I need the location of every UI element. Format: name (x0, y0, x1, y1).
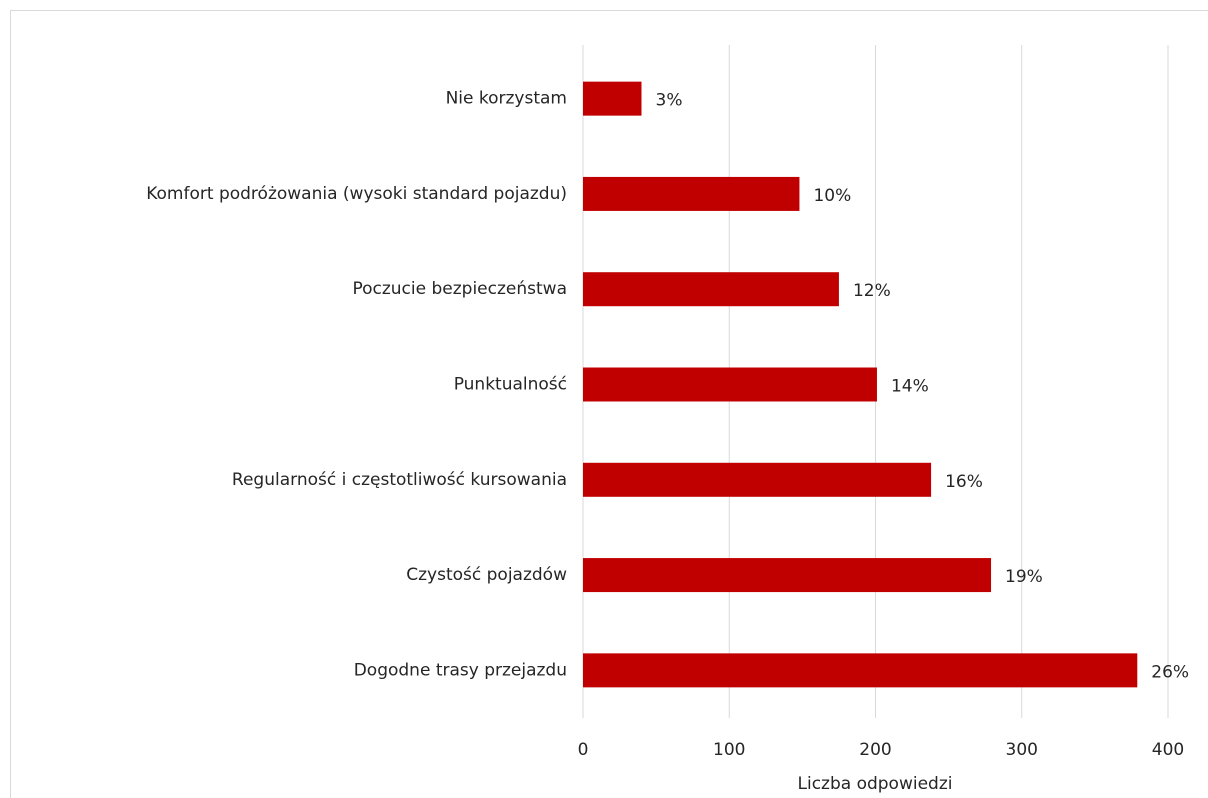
data-label: 26% (1151, 662, 1189, 682)
bar (583, 653, 1138, 688)
data-label: 19% (1005, 567, 1043, 587)
chart-frame (10, 10, 1208, 798)
bar (583, 558, 992, 593)
y-tick-label: Dogodne trasy przejazdu (354, 660, 567, 680)
bar (583, 462, 932, 497)
y-tick-label: Punktualność (454, 375, 567, 395)
x-tick-label: 400 (1152, 740, 1184, 760)
y-tick-label: Czystość pojazdów (406, 565, 567, 585)
bar (583, 272, 839, 307)
y-tick-label: Nie korzystam (446, 89, 567, 109)
x-tick-label: 100 (713, 740, 745, 760)
y-tick-label: Poczucie bezpieczeństwa (352, 279, 567, 299)
bar (583, 81, 642, 116)
data-label: 3% (656, 91, 683, 111)
data-label: 14% (891, 377, 929, 397)
y-tick-label: Komfort podróżowania (wysoki standard po… (146, 184, 567, 204)
x-tick-label: 300 (1006, 740, 1038, 760)
y-tick-label: Regularność i częstotliwość kursowania (232, 470, 567, 490)
x-tick-label: 200 (859, 740, 891, 760)
x-tick-label: 0 (578, 740, 589, 760)
x-axis-title: Liczba odpowiedzi (798, 774, 953, 794)
data-label: 16% (945, 472, 983, 492)
bar (583, 367, 877, 402)
data-label: 12% (853, 281, 891, 301)
data-label: 10% (813, 186, 851, 206)
bar (583, 176, 800, 211)
